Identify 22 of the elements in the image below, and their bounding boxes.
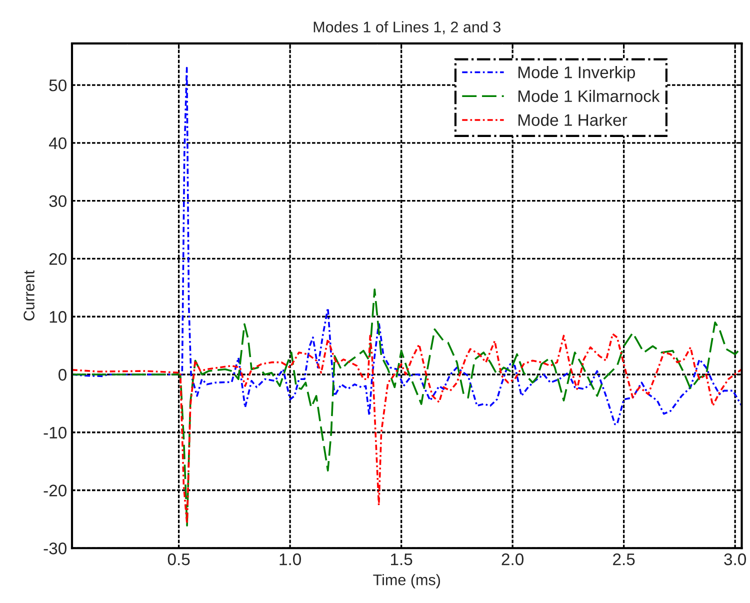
x-tick-label: 2.0 [502,553,524,566]
line-series [72,333,742,525]
y-tick-label: -30 [44,542,66,554]
chart-title: Modes 1 of Lines 1, 2 and 3 [314,21,500,34]
x-tick-label: 3.0 [724,553,746,566]
y-tick-label: -20 [44,484,66,496]
y-tick-label: -10 [44,426,66,439]
y-axis-title: Current [24,270,34,320]
y-tick-label: 20 [49,253,66,265]
y-tick-label: 0 [58,368,66,381]
x-tick-label: 2.5 [613,553,635,566]
y-tick-label: 10 [50,311,66,323]
x-tick-label: 1.0 [280,553,301,566]
y-tick-label: 40 [48,137,66,150]
legend-label: Mode 1 Harker [518,114,628,126]
y-tick-label: 30 [49,195,66,208]
legend-label: Mode 1 Inverkip [518,66,636,82]
x-tick-label: 0.5 [168,553,190,566]
y-tick-label: 50 [49,79,66,92]
x-axis-title: Time (ms) [373,574,440,588]
x-tick-label: 1.5 [391,554,412,566]
legend-label: Mode 1 Kilmarnock [518,90,660,102]
